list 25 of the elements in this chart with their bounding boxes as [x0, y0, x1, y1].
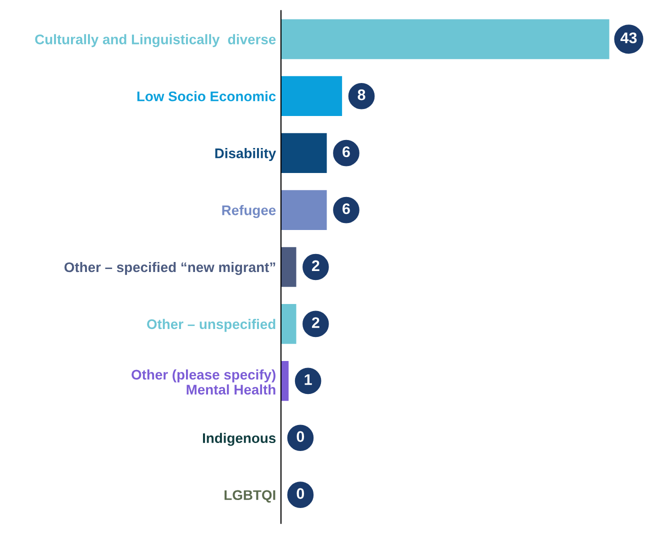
y-tick-label: Low Socio Economic	[137, 91, 276, 102]
data-label: 2	[312, 260, 320, 271]
y-tick-label: LGBTQI	[224, 490, 276, 503]
data-label: 8	[358, 89, 366, 100]
y-tick-label: Culturally and Linguistically diverse	[35, 34, 276, 48]
bar	[280, 190, 327, 230]
y-tick-label: Other (please specify) Mental Health	[132, 369, 276, 395]
y-tick-label: Indigenous	[202, 432, 276, 446]
y-tick-label: Refugee	[222, 205, 276, 218]
data-label: 0	[296, 431, 304, 442]
data-label: 43	[620, 32, 637, 44]
data-label: 6	[342, 146, 350, 158]
data-label: 1	[304, 374, 312, 385]
bar	[280, 76, 342, 116]
bar	[280, 133, 327, 174]
bar	[280, 19, 610, 60]
data-label: 0	[296, 488, 304, 499]
bar	[280, 247, 296, 287]
data-label: 2	[312, 317, 320, 328]
bar	[280, 304, 296, 344]
bar	[280, 360, 289, 401]
y-tick-label: Other – specified “new migrant”	[64, 262, 276, 275]
y-tick-label: Other – unspecified	[147, 318, 276, 332]
data-label: 6	[342, 203, 350, 214]
y-tick-label: Disability	[215, 148, 276, 161]
